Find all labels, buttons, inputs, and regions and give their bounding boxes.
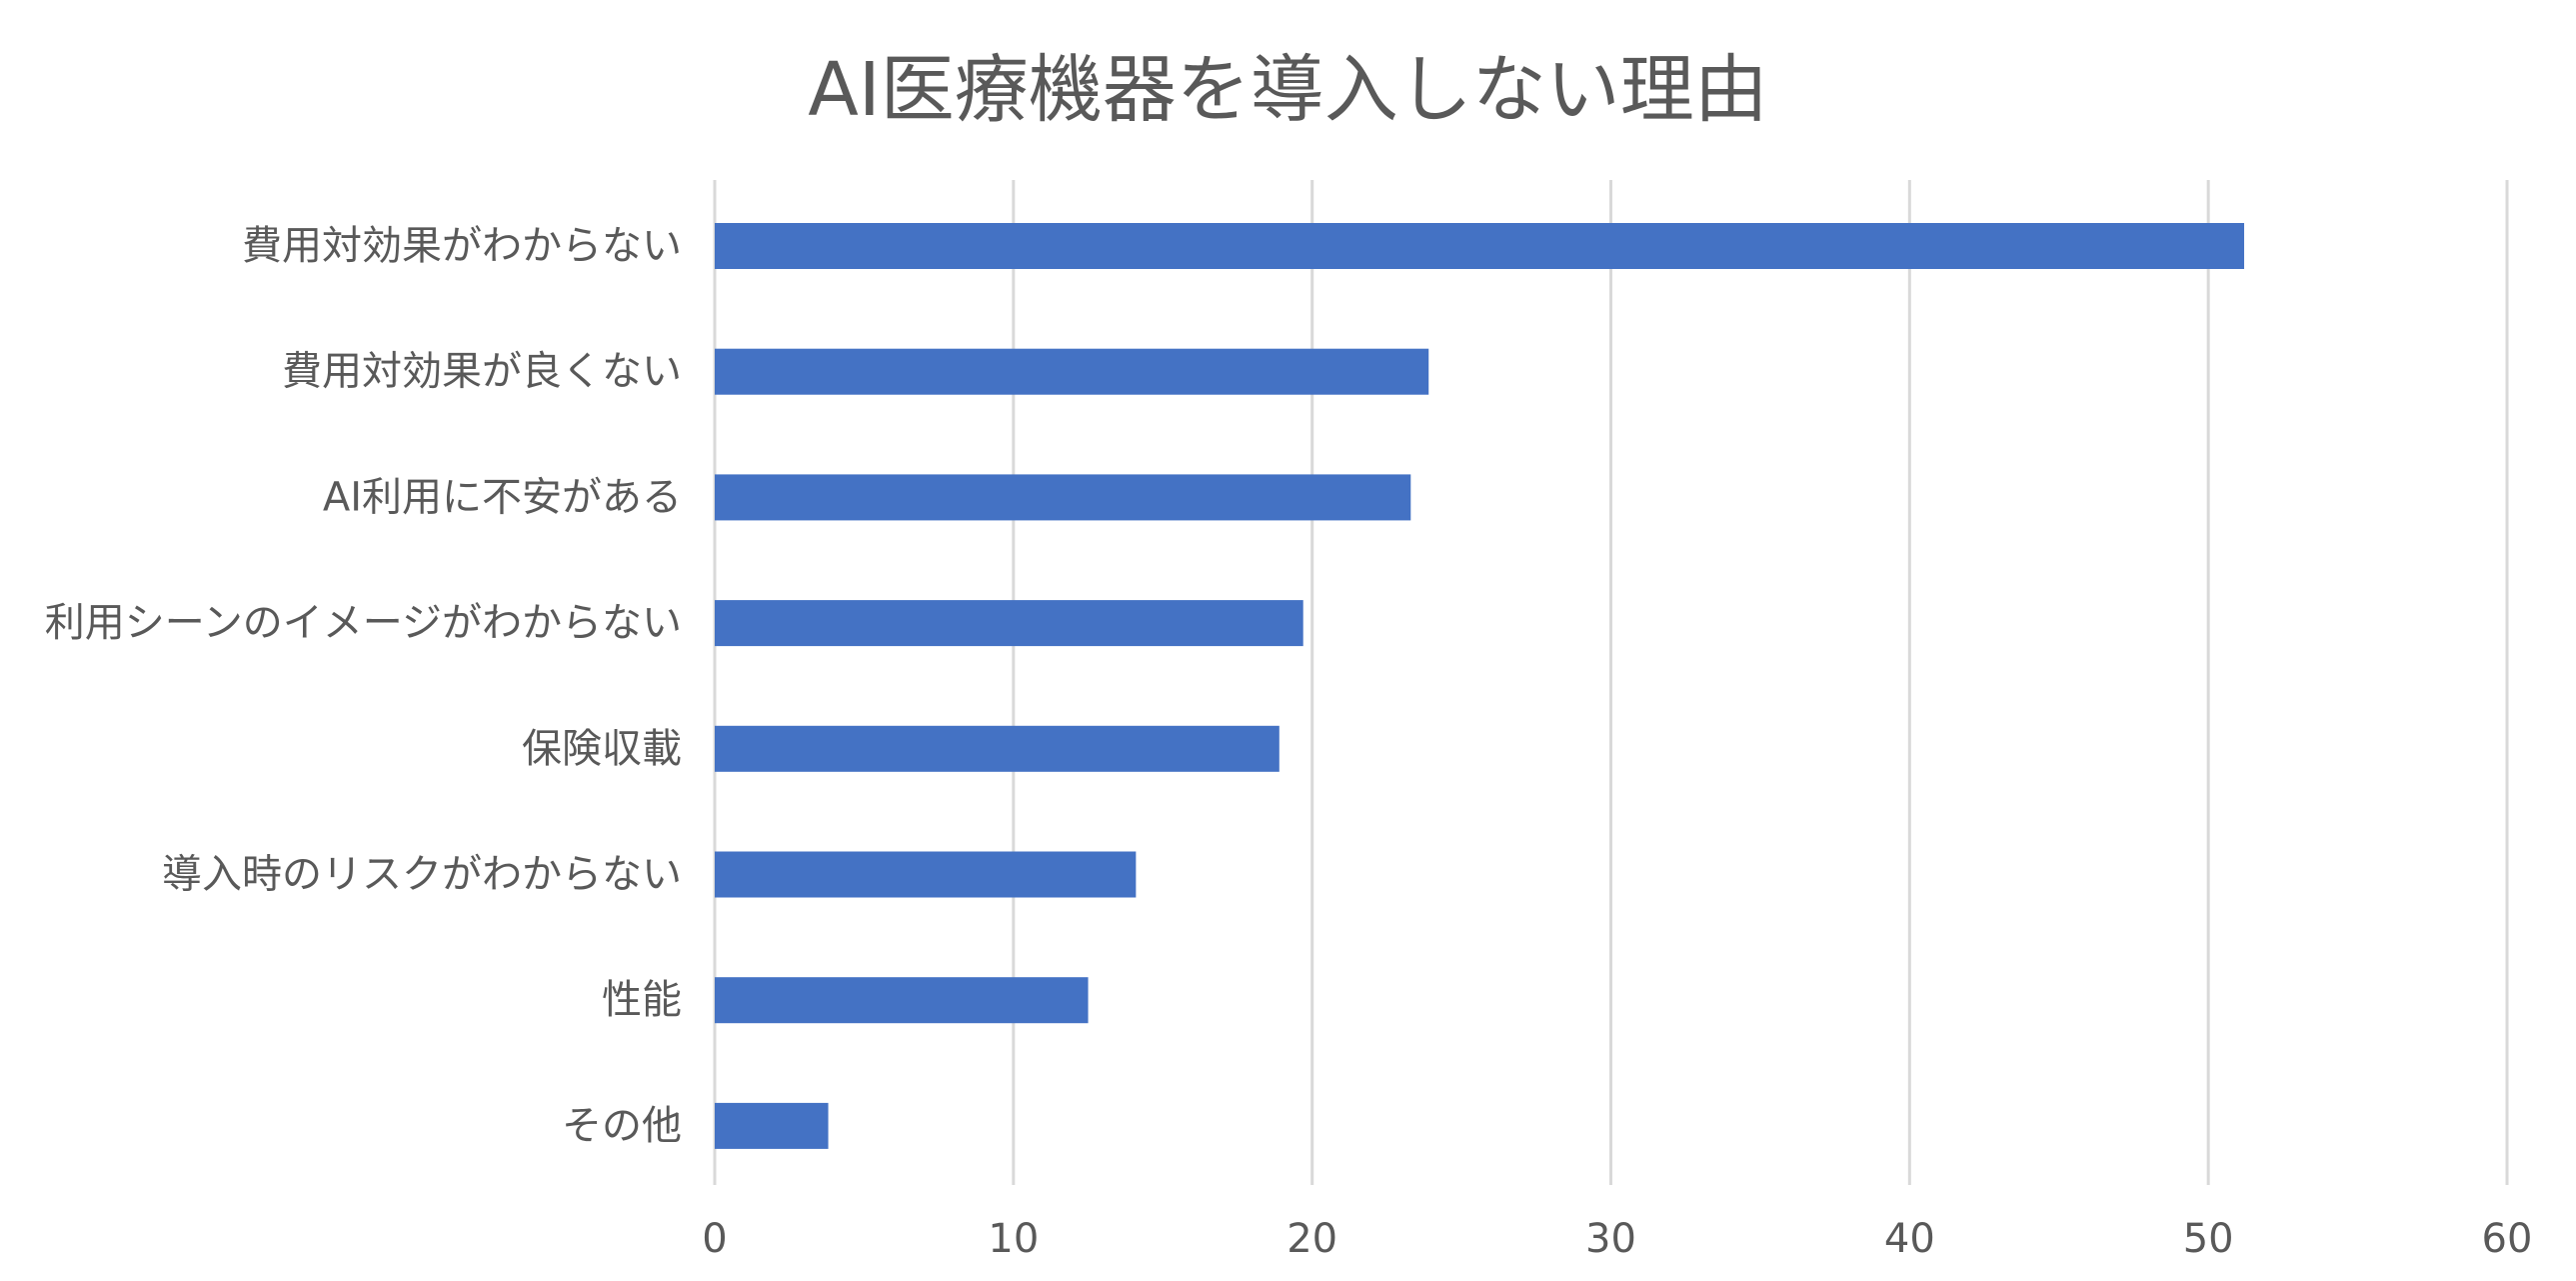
bar bbox=[715, 1102, 829, 1149]
x-tick-label: 60 bbox=[2482, 1216, 2533, 1262]
gridlines bbox=[713, 180, 2509, 1185]
bar bbox=[715, 600, 1303, 647]
x-tick-label: 0 bbox=[702, 1216, 727, 1262]
category-label: AI利用に不安がある bbox=[323, 474, 682, 520]
category-label: その他 bbox=[562, 1103, 682, 1149]
category-label: 保険収載 bbox=[522, 726, 682, 772]
bar bbox=[715, 223, 2245, 269]
bar bbox=[715, 474, 1411, 521]
x-tick-label: 30 bbox=[1585, 1216, 1636, 1262]
category-label: 性能 bbox=[602, 977, 682, 1023]
bar bbox=[715, 725, 1280, 772]
category-label: 費用対効果が良くない bbox=[282, 349, 682, 395]
bars bbox=[715, 223, 2245, 1149]
x-tick-label: 40 bbox=[1884, 1216, 1935, 1262]
chart-title: AI医療機器を導入しない理由 bbox=[808, 47, 1768, 133]
category-label: 導入時のリスクがわからない bbox=[162, 852, 682, 898]
category-label: 利用シーンのイメージがわからない bbox=[45, 600, 682, 646]
category-label: 費用対効果がわからない bbox=[242, 223, 682, 269]
bar bbox=[715, 348, 1429, 395]
x-axis-tick-labels: 0 10 20 30 40 50 60 bbox=[702, 1216, 2532, 1262]
bar bbox=[715, 851, 1137, 898]
bar bbox=[715, 977, 1089, 1024]
x-tick-label: 20 bbox=[1287, 1216, 1337, 1262]
x-tick-label: 10 bbox=[988, 1216, 1039, 1262]
x-tick-label: 50 bbox=[2183, 1216, 2234, 1262]
